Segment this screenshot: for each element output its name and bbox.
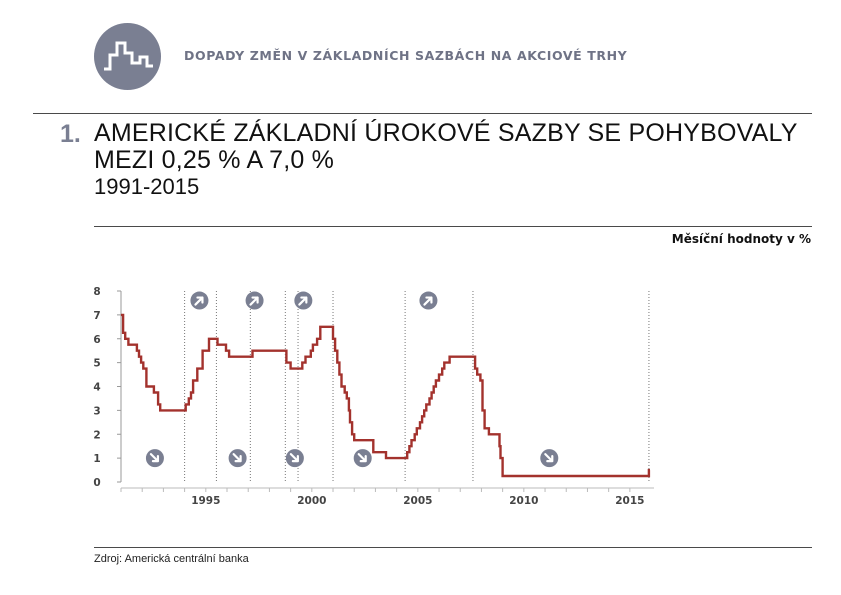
chart-top-rule <box>94 226 812 227</box>
arrow-down-icon <box>145 449 164 468</box>
arrow-down-icon <box>540 449 559 468</box>
arrow-glyph <box>423 296 433 306</box>
y-tick-label: 1 <box>93 453 100 465</box>
arrow-glyph <box>357 453 367 463</box>
x-tick-label: 2005 <box>403 495 432 507</box>
arrow-down-icon <box>285 449 304 468</box>
markers-layer <box>145 291 559 468</box>
arrow-up-icon <box>294 291 313 310</box>
title-top-rule <box>33 113 812 114</box>
y-tick-label: 6 <box>93 334 100 346</box>
y-tick-label: 5 <box>93 358 100 370</box>
series-line <box>121 313 651 478</box>
y-tick-label: 0 <box>93 477 100 489</box>
x-tick-label: 1995 <box>191 495 220 507</box>
series-layer <box>121 313 651 478</box>
arrow-down-icon <box>353 449 372 468</box>
arrow-glyph <box>289 453 299 463</box>
figure-title-line2: MEZI 0,25 % A 7,0 % <box>94 146 335 174</box>
y-tick-label: 8 <box>93 286 100 298</box>
unit-note: Měsíční hodnoty v % <box>671 232 811 246</box>
arrow-up-icon <box>419 291 438 310</box>
x-tick-label: 2015 <box>615 495 644 507</box>
source-note: Zdroj: Americká centrální banka <box>94 553 249 565</box>
axes-layer: 0 1 2 3 4 5 6 7 8 1995 2000 2005 2010 2015 <box>93 286 654 507</box>
source-rule <box>94 547 812 548</box>
figure-title: AMERICKÉ ZÁKLADNÍ ÚROKOVÉ SAZBY SE POHYB… <box>94 120 798 174</box>
section-title: DOPADY ZMĚN V ZÁKLADNÍCH SAZBÁCH NA AKCI… <box>184 48 628 63</box>
arrow-up-icon <box>190 291 209 310</box>
arrow-up-icon <box>245 291 264 310</box>
arrow-glyph <box>149 453 160 463</box>
y-tick-label: 7 <box>93 310 100 322</box>
logo-step-icon <box>94 23 161 90</box>
figure-title-line1: AMERICKÉ ZÁKLADNÍ ÚROKOVÉ SAZBY SE POHYB… <box>94 119 798 147</box>
figure-number: 1. <box>60 120 81 148</box>
arrow-glyph <box>249 296 259 306</box>
y-tick-label: 3 <box>93 405 100 417</box>
x-tick-label: 2010 <box>509 495 538 507</box>
figure-period: 1991-2015 <box>94 174 200 199</box>
arrow-down-icon <box>228 449 247 468</box>
arrow-glyph <box>298 296 308 306</box>
grid-layer <box>184 291 650 482</box>
arrow-glyph <box>232 453 242 463</box>
y-tick-label: 4 <box>93 382 100 394</box>
y-tick-label: 2 <box>93 429 100 441</box>
x-tick-label: 2000 <box>297 495 326 507</box>
arrow-glyph <box>194 296 204 306</box>
arrow-glyph <box>544 453 554 463</box>
